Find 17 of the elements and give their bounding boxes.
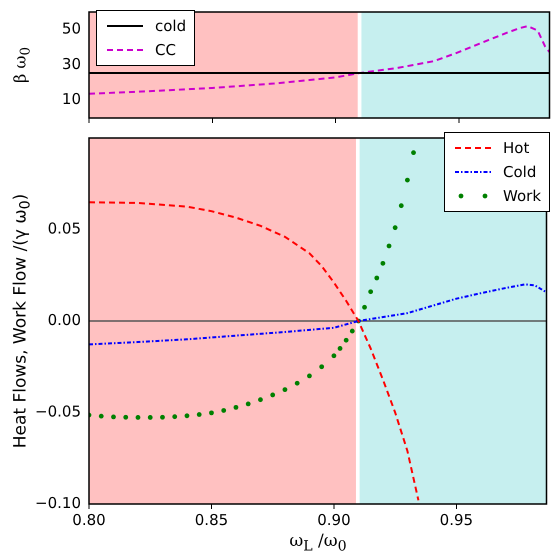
y-tick-label: 0.05 xyxy=(48,219,81,238)
legend-label: Work xyxy=(503,186,541,207)
legend-label: CC xyxy=(155,40,176,61)
y-tick-label: −0.10 xyxy=(35,494,81,512)
y-tick-label: 50 xyxy=(62,20,81,38)
x-axis-title: ω$_{L}$ /ω$_{0}$ xyxy=(289,531,347,554)
legend-label: Hot xyxy=(503,138,530,159)
y-tick-label: −0.05 xyxy=(35,402,81,420)
y-tick-label: 10 xyxy=(62,90,81,108)
x-tick-label: 0.80 xyxy=(72,510,106,529)
x-tick-label: 0.85 xyxy=(194,510,228,529)
x-tick-label: 0.90 xyxy=(317,510,351,529)
x-tick-label: 0.95 xyxy=(440,510,474,529)
legend-label: cold xyxy=(155,16,186,37)
legend-label: Cold xyxy=(503,162,536,183)
y-tick-label: 0.00 xyxy=(48,310,81,329)
y-tick-label: 30 xyxy=(62,54,81,73)
